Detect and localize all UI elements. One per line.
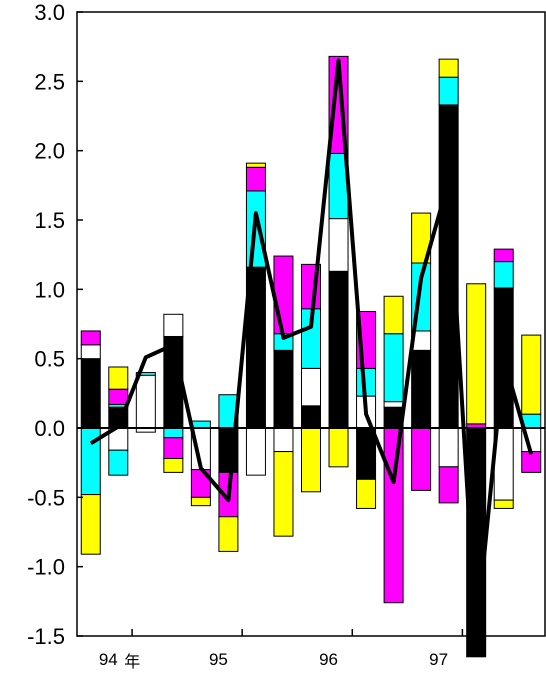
bar-segment-yellow: [356, 478, 377, 509]
bar-segment-magenta: [245, 166, 266, 192]
bar-segment-black: [273, 349, 294, 429]
bar-segment-yellow: [80, 494, 101, 555]
x-tick-label: 97: [429, 650, 448, 669]
bar-segment-magenta: [80, 330, 101, 346]
y-tick-label: -1.5: [27, 624, 65, 649]
bar-segment-white: [80, 344, 101, 360]
bar-segment-cyan: [438, 76, 459, 106]
x-tick-label: 96: [319, 650, 338, 669]
bar-segment-magenta: [493, 248, 514, 263]
bar-segment-cyan: [190, 420, 211, 429]
x-tick-label: 94: [99, 650, 118, 669]
bar-segment-yellow: [245, 162, 266, 168]
bar-segment-magenta: [438, 466, 459, 504]
bar-segment-yellow: [466, 283, 487, 425]
bar-segment-magenta: [411, 427, 432, 491]
y-tick-label: 1.0: [34, 277, 65, 302]
x-tick-label: 95: [209, 650, 228, 669]
bar-segment-yellow: [301, 427, 321, 493]
bar-segments: [80, 55, 542, 658]
bar-segment-yellow: [190, 496, 211, 507]
bar-segment-yellow: [383, 295, 404, 335]
bar-segment-black: [301, 405, 321, 429]
y-tick-label: -0.5: [27, 485, 65, 510]
y-tick-label: 2.0: [34, 139, 65, 164]
bar-segment-yellow: [273, 451, 294, 537]
bar-segment-yellow: [493, 499, 514, 509]
bar-segment-yellow: [521, 334, 542, 415]
bar-segment-yellow: [163, 458, 184, 473]
bar-segment-cyan: [163, 427, 184, 439]
y-tick-label: 2.5: [34, 69, 65, 94]
y-tick-label: 1.5: [34, 208, 65, 233]
bar-segment-white: [135, 374, 156, 429]
bar-segment-white: [383, 401, 404, 408]
bar-segment-white: [163, 313, 184, 337]
bar-segment-yellow: [108, 366, 129, 390]
bar-segment-magenta: [521, 451, 542, 473]
plot-border: [76, 11, 546, 637]
y-tick-label: 3.0: [34, 0, 65, 25]
y-axis: 3.0 2.5 2.0 1.5 1.0 0.5 0.0 -0.5 -1.0 -1.5: [27, 0, 83, 649]
bar-segment-white: [273, 427, 294, 453]
bar-segment-magenta: [163, 437, 184, 460]
bar-segment-white: [301, 367, 321, 407]
bar-segment-magenta: [273, 255, 294, 335]
bar-segment-cyan: [135, 372, 156, 376]
plot-frame: [76, 11, 546, 637]
y-tick-label: -1.0: [27, 555, 65, 580]
x-axis: 94 年 95 96 97: [99, 629, 464, 671]
bar-segment-cyan: [383, 333, 404, 403]
bar-segment-black: [80, 358, 101, 429]
y-tick-label: 0.0: [34, 416, 65, 441]
bar-segment-white: [245, 427, 266, 476]
bar-segment-cyan: [493, 261, 514, 289]
bar-segment-yellow: [328, 427, 349, 468]
bar-segment-yellow: [438, 58, 459, 78]
bar-segment-magenta: [108, 388, 129, 405]
bar-segment-yellow: [218, 516, 239, 552]
line-series: [89, 58, 534, 638]
bar-segment-black: [411, 349, 432, 429]
y-tick-label: 0.5: [34, 347, 65, 372]
bar-segment-cyan: [108, 449, 129, 476]
bar-segment-white: [438, 427, 459, 468]
bar-segment-magenta: [383, 427, 404, 604]
x-unit-label: 年: [124, 652, 140, 671]
bar-segment-black: [328, 270, 349, 429]
bar-segment-white: [328, 218, 349, 272]
